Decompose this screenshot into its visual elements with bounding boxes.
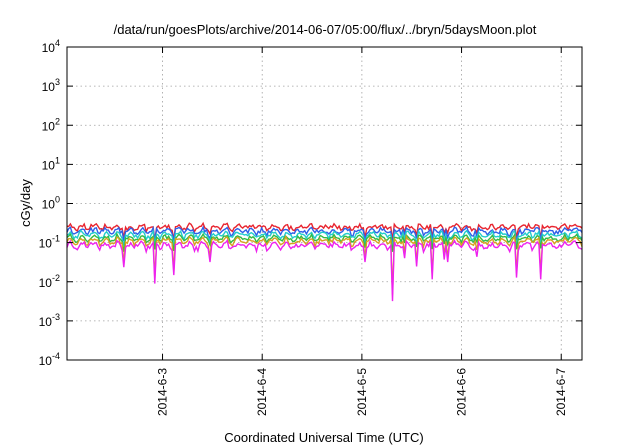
y-tick-label: 102	[42, 116, 60, 133]
series-group	[66, 221, 583, 302]
y-tick-label: 10-4	[39, 351, 60, 368]
x-tick-label: 2014-6-6	[455, 368, 469, 416]
x-axis-label: Coordinated Universal Time (UTC)	[224, 430, 423, 445]
y-axis-label: cGy/day	[18, 179, 33, 227]
y-tick-label: 104	[42, 38, 60, 55]
y-axis: 10-4 10-3 10-2 10-1 100 101 102 103 104	[39, 38, 582, 368]
series-line	[66, 229, 583, 250]
series-line	[66, 234, 583, 295]
x-tick-label: 2014-6-5	[355, 368, 369, 416]
x-axis: 2014-6-3 2014-6-4 2014-6-5 2014-6-6 2014-6-7	[156, 47, 568, 416]
series-line	[66, 232, 583, 252]
y-tick-label: 101	[42, 155, 60, 172]
chart-title: /data/run/goesPlots/archive/2014-06-07/0…	[114, 22, 537, 37]
grid	[67, 47, 582, 360]
series-line	[66, 221, 583, 241]
series-line	[66, 239, 583, 302]
x-tick-label: 2014-6-4	[255, 368, 269, 416]
y-tick-label: 10-3	[39, 312, 60, 329]
y-tick-label: 103	[42, 77, 60, 94]
y-tick-label: 100	[42, 195, 60, 212]
x-tick-label: 2014-6-7	[554, 368, 568, 416]
y-tick-label: 10-2	[39, 273, 60, 290]
x-tick-label: 2014-6-3	[156, 368, 170, 416]
y-tick-label: 10-1	[39, 234, 60, 251]
